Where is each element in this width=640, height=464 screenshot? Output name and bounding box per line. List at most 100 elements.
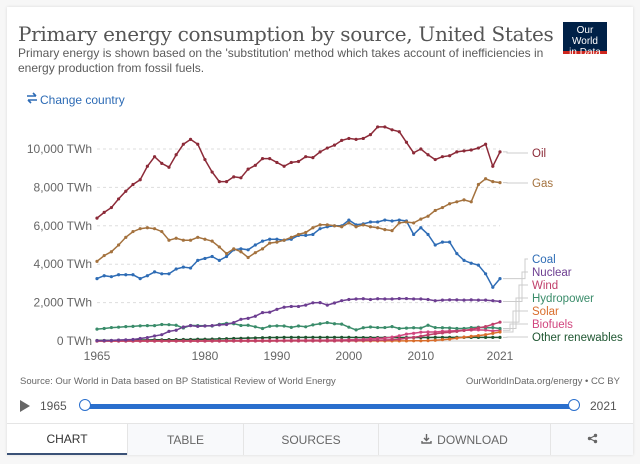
data-point[interactable]: [311, 323, 315, 327]
data-point[interactable]: [455, 336, 459, 340]
data-point[interactable]: [246, 167, 250, 171]
data-point[interactable]: [318, 335, 322, 339]
data-point[interactable]: [131, 273, 135, 277]
data-point[interactable]: [311, 226, 315, 230]
data-point[interactable]: [196, 324, 200, 329]
data-point[interactable]: [498, 320, 502, 324]
data-point[interactable]: [167, 238, 171, 242]
data-point[interactable]: [397, 218, 401, 222]
data-point[interactable]: [167, 329, 171, 333]
data-point[interactable]: [347, 325, 351, 329]
data-point[interactable]: [124, 338, 128, 342]
data-point[interactable]: [145, 226, 149, 230]
data-point[interactable]: [426, 333, 430, 337]
data-point[interactable]: [325, 335, 329, 339]
data-point[interactable]: [419, 334, 423, 338]
data-point[interactable]: [412, 151, 416, 155]
data-point[interactable]: [260, 310, 265, 315]
data-point[interactable]: [296, 159, 301, 164]
data-point[interactable]: [246, 248, 250, 252]
data-point[interactable]: [196, 142, 200, 146]
data-point[interactable]: [325, 146, 329, 150]
data-point[interactable]: [145, 274, 149, 278]
data-point[interactable]: [203, 157, 207, 162]
legend-label[interactable]: Solar: [532, 306, 559, 318]
data-point[interactable]: [498, 335, 502, 339]
data-point[interactable]: [145, 164, 149, 168]
data-point[interactable]: [476, 298, 481, 302]
data-point[interactable]: [275, 307, 279, 311]
data-point[interactable]: [196, 339, 200, 343]
data-point[interactable]: [347, 335, 351, 339]
data-point[interactable]: [275, 237, 279, 241]
data-point[interactable]: [124, 325, 128, 329]
data-point[interactable]: [289, 235, 293, 239]
data-point[interactable]: [347, 297, 351, 302]
data-point[interactable]: [268, 335, 272, 340]
data-point[interactable]: [260, 239, 265, 243]
data-point[interactable]: [383, 125, 387, 129]
data-point[interactable]: [253, 163, 257, 167]
owid-logo[interactable]: Our World in Data: [563, 22, 607, 58]
data-point[interactable]: [311, 339, 315, 343]
data-point[interactable]: [448, 337, 452, 341]
data-point[interactable]: [203, 256, 207, 261]
data-point[interactable]: [253, 339, 257, 343]
data-point[interactable]: [311, 301, 315, 305]
data-point[interactable]: [304, 230, 308, 235]
data-point[interactable]: [404, 336, 409, 340]
data-point[interactable]: [383, 338, 387, 342]
legend-label[interactable]: Nuclear: [532, 267, 572, 279]
legend-label[interactable]: Other renewables: [532, 332, 623, 344]
data-point[interactable]: [224, 322, 229, 327]
data-point[interactable]: [491, 180, 495, 184]
data-point[interactable]: [426, 335, 430, 340]
data-point[interactable]: [217, 180, 221, 184]
tab-download[interactable]: DOWNLOAD: [378, 424, 550, 455]
data-point[interactable]: [174, 339, 178, 343]
timeline-end-handle[interactable]: [568, 399, 580, 411]
data-point[interactable]: [181, 325, 185, 329]
data-point[interactable]: [325, 320, 329, 325]
data-point[interactable]: [462, 298, 466, 302]
data-point[interactable]: [354, 297, 358, 301]
data-point[interactable]: [368, 225, 373, 229]
data-point[interactable]: [332, 339, 337, 343]
data-point[interactable]: [332, 224, 337, 228]
data-point[interactable]: [455, 298, 459, 302]
data-point[interactable]: [282, 238, 286, 242]
data-point[interactable]: [318, 322, 322, 326]
data-point[interactable]: [433, 208, 437, 213]
data-point[interactable]: [469, 327, 473, 332]
data-point[interactable]: [426, 153, 430, 157]
data-point[interactable]: [282, 324, 286, 328]
data-point[interactable]: [160, 339, 164, 343]
data-point[interactable]: [390, 219, 394, 223]
data-point[interactable]: [253, 243, 257, 247]
data-point[interactable]: [412, 339, 416, 343]
data-point[interactable]: [304, 325, 308, 329]
data-point[interactable]: [116, 325, 121, 329]
data-point[interactable]: [462, 328, 466, 333]
data-point[interactable]: [102, 326, 106, 331]
data-point[interactable]: [102, 274, 106, 278]
data-point[interactable]: [224, 254, 229, 259]
legend-label[interactable]: Hydropower: [532, 293, 594, 305]
data-point[interactable]: [419, 326, 423, 330]
data-point[interactable]: [440, 338, 445, 342]
data-point[interactable]: [188, 266, 193, 270]
data-point[interactable]: [484, 335, 488, 339]
data-point[interactable]: [138, 277, 142, 281]
data-point[interactable]: [332, 322, 337, 326]
data-point[interactable]: [397, 130, 401, 134]
data-point[interactable]: [368, 297, 373, 302]
data-point[interactable]: [167, 165, 171, 169]
data-point[interactable]: [196, 235, 200, 239]
data-point[interactable]: [462, 335, 466, 339]
data-point[interactable]: [397, 296, 401, 301]
change-country-button[interactable]: Change country: [26, 92, 125, 107]
data-point[interactable]: [404, 332, 409, 336]
data-point[interactable]: [376, 325, 380, 330]
data-point[interactable]: [448, 240, 452, 244]
share-button[interactable]: [550, 424, 633, 455]
